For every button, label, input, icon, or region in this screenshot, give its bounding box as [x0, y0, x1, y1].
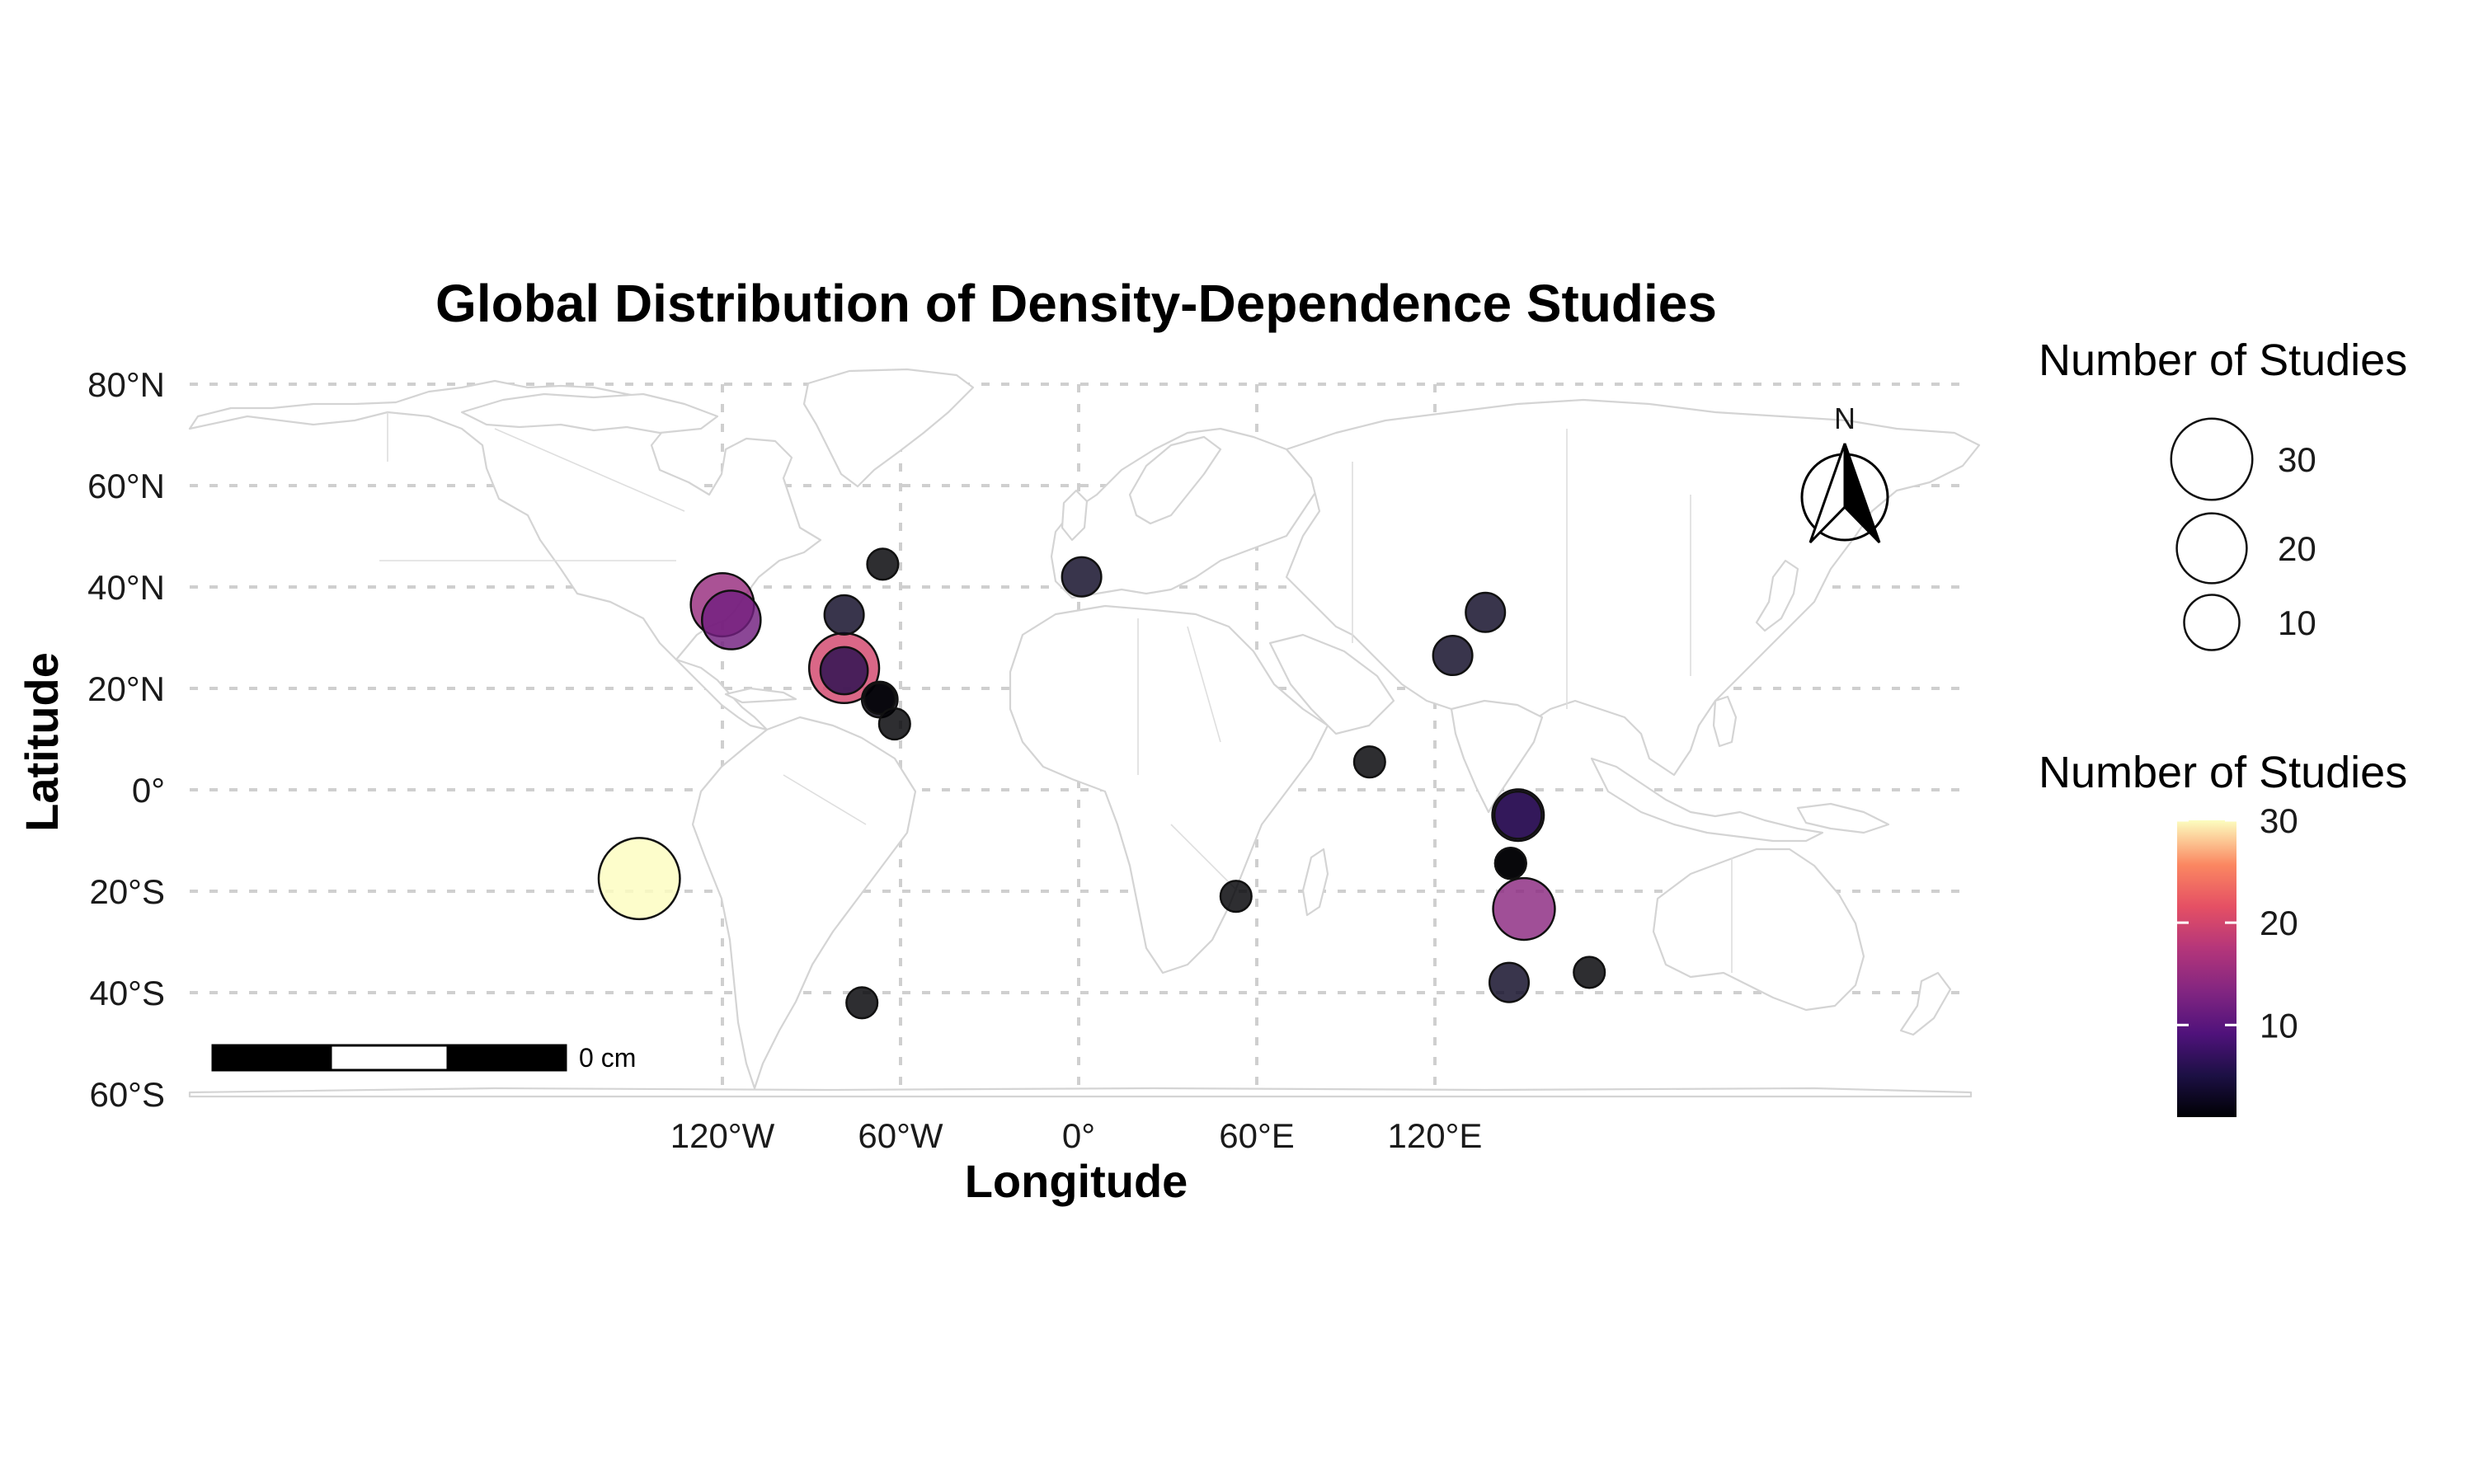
study-point: [1488, 961, 1531, 1003]
y-tick-label: 60°S: [89, 1075, 165, 1114]
size-legend-label: 20: [2278, 529, 2316, 568]
landmass-madagascar: [1301, 848, 1329, 917]
landmass-new-guinea: [1796, 802, 1890, 834]
landmass-indonesia: [1590, 757, 1824, 843]
study-point: [1492, 876, 1556, 942]
landmass-philippines: [1712, 695, 1738, 748]
landmass-asia: [1285, 398, 1981, 777]
study-point: [823, 594, 865, 636]
study-point: [1219, 880, 1253, 913]
color-legend-ticks: 30 20 10: [2177, 801, 2298, 1045]
study-points: [597, 547, 1606, 1020]
landmass-north-america: [188, 379, 822, 661]
study-point: [1465, 591, 1507, 633]
landmass-caribbean: [724, 687, 797, 704]
study-point: [597, 837, 681, 921]
size-legend-label: 30: [2278, 440, 2316, 479]
y-tick-label: 20°S: [89, 872, 165, 911]
size-legend-entries: 30 20 10: [2170, 417, 2316, 651]
color-legend-label: 30: [2260, 801, 2298, 840]
x-tick-label: 60°W: [858, 1116, 943, 1155]
landmass-scandinavia: [1128, 435, 1222, 525]
study-point: [845, 986, 879, 1020]
scale-bar-label: 0 cm: [579, 1043, 636, 1073]
scale-bar-segment-1: [211, 1044, 332, 1072]
landmass-south-america: [691, 716, 917, 1090]
size-legend-circle: [2175, 512, 2248, 585]
landmass-india: [1450, 699, 1544, 814]
north-arrow-right-half: [1843, 443, 1881, 544]
y-tick-label: 60°N: [87, 467, 165, 505]
y-tick-label: 0°: [132, 771, 165, 810]
scale-bar-segment-3: [446, 1044, 567, 1072]
size-legend-label: 10: [2278, 603, 2316, 642]
study-point: [863, 682, 896, 716]
world-map: [188, 368, 1981, 1098]
landmass-arctic-islands: [460, 392, 719, 434]
study-point: [1573, 956, 1606, 989]
x-tick-label: 60°E: [1219, 1116, 1295, 1155]
y-axis-ticks: 80°N 60°N 40°N 20°N 0° 20°S 40°S 60°S: [87, 365, 165, 1114]
study-point: [1493, 847, 1527, 881]
study-point: [1432, 634, 1474, 677]
study-point: [1061, 556, 1103, 598]
landmass-central-america: [675, 658, 769, 731]
color-legend-title: Number of Studies: [2039, 748, 2407, 797]
x-axis-ticks: 120°W 60°W 0° 60°E 120°E: [670, 1116, 1483, 1155]
color-legend: Number of Studies 30 20 10: [2039, 748, 2407, 1117]
scale-bar-segment-2: [329, 1044, 449, 1072]
chart-title: Global Distribution of Density-Dependenc…: [435, 274, 1717, 333]
north-arrow-label: N: [1834, 402, 1856, 435]
country-borders: [379, 412, 1733, 973]
study-point: [877, 707, 911, 741]
north-arrow: N: [1800, 402, 1889, 544]
y-tick-label: 40°S: [89, 974, 165, 1012]
study-point: [1493, 790, 1543, 840]
landmass-british-isles: [1061, 489, 1089, 542]
x-tick-label: 0°: [1062, 1116, 1095, 1155]
study-point: [1352, 745, 1386, 779]
scale-bar: 0 cm: [211, 1043, 636, 1073]
color-scale-bar: [2177, 820, 2236, 1117]
color-legend-label: 10: [2260, 1006, 2298, 1045]
y-axis-title: Latitude: [16, 652, 68, 832]
size-legend-circle: [2183, 594, 2241, 651]
study-point: [866, 547, 900, 581]
x-axis-title: Longitude: [965, 1155, 1188, 1207]
y-tick-label: 20°N: [87, 669, 165, 708]
landmass-new-zealand: [1899, 971, 1952, 1036]
landmass-australia: [1652, 848, 1865, 1012]
size-legend-title: Number of Studies: [2039, 336, 2407, 385]
x-tick-label: 120°W: [670, 1116, 775, 1155]
landmass-greenland: [802, 368, 975, 488]
x-tick-label: 120°E: [1388, 1116, 1483, 1155]
y-tick-label: 40°N: [87, 568, 165, 607]
color-legend-label: 20: [2260, 904, 2298, 942]
landmass-antarctica-fringe: [188, 1087, 1973, 1098]
y-tick-label: 80°N: [87, 365, 165, 404]
study-point: [819, 646, 869, 696]
size-legend: Number of Studies 30 20 10: [2039, 336, 2407, 651]
landmass-japan: [1755, 559, 1799, 632]
landmass-arabia: [1268, 633, 1395, 735]
size-legend-circle: [2170, 417, 2254, 501]
study-point: [700, 589, 762, 650]
